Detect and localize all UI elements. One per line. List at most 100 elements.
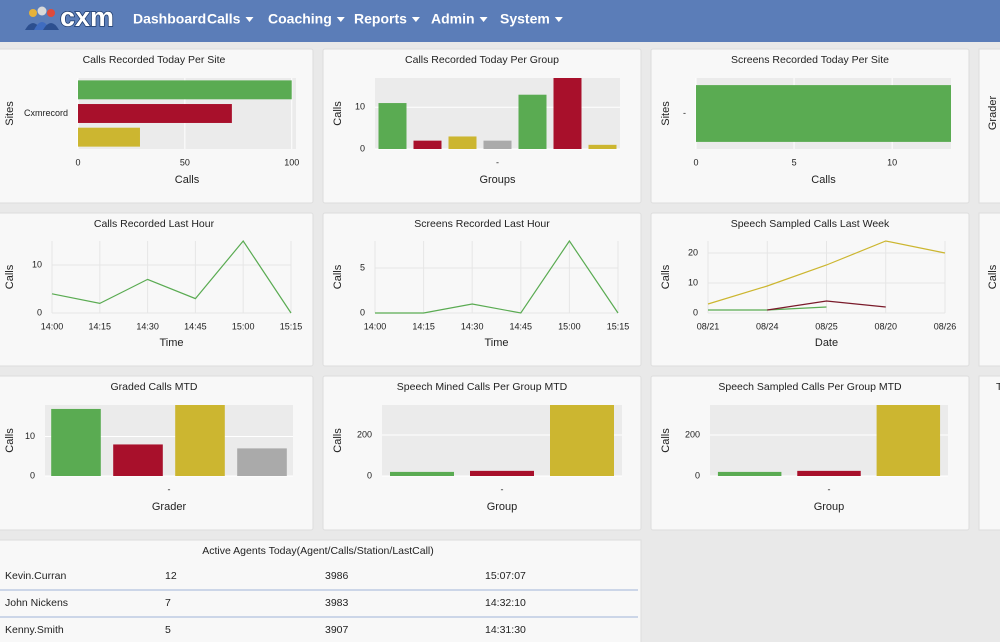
nav-item[interactable]: Dashboard	[133, 11, 206, 27]
panel	[322, 212, 642, 367]
logo-icon	[25, 6, 59, 30]
axis-label: Calls	[332, 101, 344, 126]
x-tick-label: 14:00	[41, 321, 64, 331]
nav-item[interactable]: Reports	[354, 11, 407, 27]
x-tick-label: 15:15	[607, 321, 630, 331]
bar	[550, 405, 614, 476]
x-tick-label: 0	[75, 157, 80, 167]
bar	[588, 144, 617, 149]
bar	[876, 405, 941, 476]
y-tick-label: 0	[367, 470, 372, 480]
panel-title: T	[996, 381, 1000, 393]
bar	[470, 470, 534, 476]
axis-label: Sites	[4, 101, 16, 126]
bar	[51, 408, 101, 476]
panel-title: Screens Recorded Today Per Site	[731, 54, 889, 66]
panel-title: Speech Sampled Calls Last Week	[731, 218, 890, 230]
line	[375, 239, 619, 314]
y-tick-label: 10	[355, 102, 365, 112]
x-tick-label: 14:45	[510, 321, 533, 331]
bar	[78, 104, 232, 123]
x-tick-label: -	[501, 484, 504, 494]
caret	[479, 17, 488, 22]
y-tick-label: 0	[360, 143, 365, 153]
side-panel	[978, 48, 1000, 204]
bar	[78, 127, 140, 147]
panel-title: Speech Mined Calls Per Group MTD	[397, 381, 568, 393]
axis-label: Calls	[332, 428, 344, 453]
bar	[113, 444, 163, 476]
x-tick-label: 10	[887, 157, 897, 167]
y-tick-label: -	[683, 108, 686, 118]
panel-title: Calls Recorded Last Hour	[94, 218, 215, 230]
caret	[554, 17, 563, 22]
bar	[797, 470, 861, 476]
line	[51, 239, 292, 314]
nav-item[interactable]: Calls	[207, 11, 241, 27]
x-tick-label: 14:15	[89, 321, 112, 331]
x-tick-label: 14:15	[412, 321, 435, 331]
bar	[448, 136, 477, 149]
axis-label: Calls	[660, 264, 672, 289]
x-tick-label: -	[168, 484, 171, 494]
x-tick-label: 5	[792, 157, 797, 167]
panel	[650, 212, 970, 367]
nav-item[interactable]: Admin	[431, 11, 475, 27]
table-cell: 3983	[325, 597, 349, 609]
bar	[413, 140, 442, 149]
axis-label: Time	[159, 337, 183, 349]
axis-label: Calls	[811, 174, 836, 186]
bar	[696, 85, 951, 142]
panel-title: Graded Calls MTD	[111, 381, 198, 393]
y-tick-label: 10	[688, 277, 698, 287]
table-cell: 5	[165, 624, 171, 636]
bar	[378, 103, 407, 149]
x-tick-label: 0	[693, 157, 698, 167]
caret	[411, 17, 420, 22]
x-tick-label: 15:00	[232, 321, 255, 331]
bar	[553, 78, 582, 149]
y-tick-label: 10	[25, 431, 35, 441]
table-panel	[0, 539, 642, 642]
x-tick-label: 08/21	[697, 321, 720, 331]
axis-label: Group	[814, 501, 845, 513]
nav-item[interactable]: Coaching	[268, 11, 332, 27]
bar	[175, 405, 225, 476]
table-cell: 3907	[325, 624, 349, 636]
table-cell: 7	[165, 597, 171, 609]
x-tick-label: 08/20	[874, 321, 897, 331]
table-cell: Kenny.Smith	[5, 624, 64, 636]
axis-label: Calls	[4, 264, 16, 289]
x-tick-label: 08/24	[756, 321, 779, 331]
x-tick-label: 100	[284, 157, 299, 167]
bar	[78, 80, 292, 100]
axis-label: Grader	[152, 501, 187, 513]
table-cell: 14:32:10	[485, 597, 526, 609]
plot-bg	[375, 78, 620, 149]
x-tick-label: 50	[180, 157, 190, 167]
side-panel	[978, 375, 1000, 531]
table-cell: Kevin.Curran	[5, 570, 66, 582]
axis-label: Calls	[332, 264, 344, 289]
bar	[237, 448, 287, 476]
x-tick-label: 14:30	[136, 321, 159, 331]
axis-label: Time	[484, 337, 508, 349]
y-tick-label: 0	[37, 307, 42, 317]
axis-label: Calls	[987, 264, 999, 289]
table-cell: 12	[165, 570, 177, 582]
x-tick-label: 15:15	[280, 321, 303, 331]
line	[707, 240, 946, 305]
y-tick-label: Cxmrecord	[24, 108, 68, 118]
nav-item[interactable]: System	[500, 11, 550, 27]
x-tick-label: 08/25	[815, 321, 838, 331]
table-cell: 3986	[325, 570, 349, 582]
x-tick-label: 15:00	[558, 321, 581, 331]
panel-title: Calls Recorded Today Per Group	[405, 54, 559, 66]
side-panel	[978, 212, 1000, 367]
axis-label: Grader	[987, 96, 999, 131]
panel	[0, 212, 314, 367]
y-tick-label: 0	[693, 307, 698, 317]
panel-title: Speech Sampled Calls Per Group MTD	[718, 381, 902, 393]
